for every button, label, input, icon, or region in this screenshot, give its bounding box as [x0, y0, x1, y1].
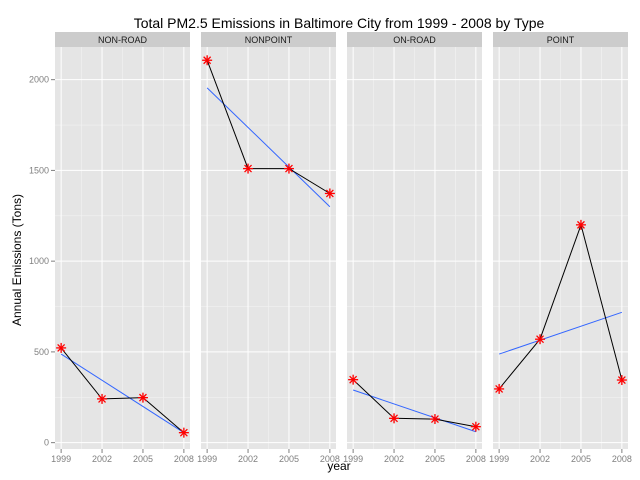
facet-panel-on-road: ON-ROAD 1999 2002 2005 2008: [343, 32, 486, 464]
facet-panel-nonpoint: NONPOINT 1999 2002 2005 2008: [197, 32, 340, 464]
data-point: [429, 414, 440, 425]
x-tick-label: 1999: [489, 454, 509, 464]
facet-strip: [493, 32, 628, 47]
data-point: [202, 55, 213, 66]
y-tick-label: 1500: [29, 165, 49, 175]
x-axis-title: year: [327, 459, 350, 473]
y-tick-label: 0: [44, 438, 49, 448]
data-point: [348, 374, 359, 385]
data-point: [389, 413, 400, 424]
trend-line: [60, 353, 185, 434]
x-tick-label: 2002: [530, 454, 550, 464]
data-point: [324, 188, 335, 199]
series-line: [352, 379, 476, 428]
facet-panels: 0 500 1000 1500 2000 NON-ROAD 1999 2002 2005 2008…: [29, 32, 632, 464]
x-tick-label: 2002: [384, 454, 404, 464]
x-tick-label: 1999: [197, 454, 217, 464]
facet-strip-label: NONPOINT: [245, 35, 293, 45]
data-point: [470, 421, 481, 432]
data-point: [616, 375, 627, 386]
facet-panel-point: POINT 1999 2002 2005 2008: [489, 32, 632, 464]
x-tick-label: 2002: [92, 454, 112, 464]
data-point: [97, 393, 108, 404]
data-point: [535, 334, 546, 345]
facet-strip: [347, 32, 482, 47]
x-tick-label: 2005: [133, 454, 153, 464]
data-point: [494, 383, 505, 394]
data-point: [137, 392, 148, 403]
x-tick-label: 2005: [279, 454, 299, 464]
x-tick-label: 1999: [51, 454, 71, 464]
series-line: [498, 223, 623, 390]
data-point: [575, 219, 586, 230]
trend-line: [352, 389, 477, 433]
x-tick-label: 1999: [343, 454, 363, 464]
x-tick-label: 2008: [320, 454, 340, 464]
data-point: [243, 163, 254, 174]
data-point: [56, 342, 67, 353]
x-tick-label: 2008: [612, 454, 632, 464]
facet-strip: [201, 32, 336, 47]
facet-strip-label: POINT: [547, 35, 575, 45]
x-tick-label: 2008: [174, 454, 194, 464]
y-tick-label: 2000: [29, 75, 49, 85]
x-tick-label: 2008: [466, 454, 486, 464]
chart-title: Total PM2.5 Emissions in Baltimore City …: [134, 15, 545, 31]
y-tick-label: 1000: [29, 256, 49, 266]
series-line: [206, 60, 331, 194]
data-point: [178, 427, 189, 438]
trend-line: [498, 311, 623, 355]
facet-strip-label: NON-ROAD: [98, 35, 147, 45]
x-tick-label: 2005: [571, 454, 591, 464]
x-tick-label: 2002: [238, 454, 258, 464]
series-line: [60, 347, 185, 434]
data-point: [283, 163, 294, 174]
trend-line: [206, 87, 331, 208]
facet-strip: [55, 32, 190, 47]
facet-panel-non-road: NON-ROAD 1999 2002 2005 2008: [51, 32, 194, 464]
y-axis-title: Annual Emissions (Tons): [10, 194, 24, 326]
y-tick-label: 500: [34, 347, 49, 357]
x-tick-label: 2005: [425, 454, 445, 464]
facet-strip-label: ON-ROAD: [393, 35, 436, 45]
